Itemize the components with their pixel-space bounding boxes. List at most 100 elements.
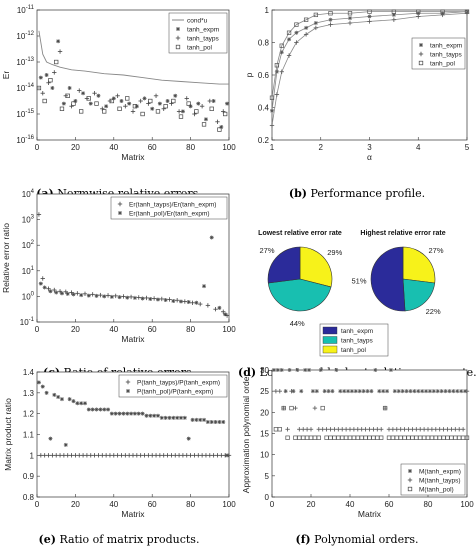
e-P(tanh_pol)/P(tanh_expm)-point-18	[106, 407, 111, 412]
b-tanh_pol-line	[271, 11, 467, 98]
f-M(tanh_expm)-point-30	[388, 368, 393, 372]
e-P(tanh_tayps)/P(tanh_expm)-point-32	[161, 453, 166, 458]
f-M(tanh_expm)-point-10-d2	[311, 389, 315, 393]
e-ytick-label-4: 1.2	[23, 410, 35, 419]
e-P(tanh_pol)/P(tanh_expm)-point-27	[140, 411, 145, 416]
a-ytick-label-3: 10-13	[16, 57, 34, 67]
e-P(tanh_pol)/P(tanh_expm)-point-6-d2	[60, 397, 64, 401]
a-tanh_expm-point-7	[81, 91, 86, 96]
f-M(tanh_expm)-point-35	[408, 389, 413, 394]
c-ytick-label-5: 104	[22, 189, 35, 199]
f-M(tanh_tayps)-point-37	[418, 427, 423, 432]
c-legend-marker-1	[118, 211, 122, 215]
c-Er(tanh_tayps)/Er(tanh_expm)-point-3	[52, 287, 57, 293]
c-Er(tanh_pol)/Er(tanh_expm)-point-9-d2	[94, 294, 99, 298]
b-ytick-label-4: 1	[265, 6, 270, 15]
c-Er(tanh_pol)/Er(tanh_expm)-point-10-d2	[102, 294, 106, 299]
a-tanh_pol-point-10	[102, 109, 107, 114]
b-tanh_tayps-point-6	[313, 25, 319, 31]
f-M(tanh_expm)-point-2-d2	[280, 368, 284, 372]
d-pie-0-slice-0	[267, 246, 301, 284]
f-M(tanh_expm)-point-9	[307, 368, 312, 372]
f-ylabel: Approximation polynomial order	[241, 374, 251, 494]
c-xtick-label-3: 60	[148, 325, 157, 334]
f-M(tanh_tayps)-point-6	[297, 427, 302, 432]
d-pie-title-0: Lowest relative error rate	[258, 230, 342, 237]
f-M(tanh_expm)-point-24	[365, 389, 370, 394]
f-M(tanh_expm)-point-11	[314, 389, 319, 394]
f-M(tanh_expm)-point-36-d2	[412, 389, 417, 393]
c-Er(tanh_pol)/Er(tanh_expm)-point-25-d2	[217, 306, 222, 310]
e-P(tanh_pol)/P(tanh_expm)-point-13	[86, 407, 91, 412]
f-M(tanh_expm)-point-22-d2	[358, 389, 362, 393]
f-M(tanh_tayps)-point-42	[437, 427, 442, 432]
b-ytick-label-2: 0.6	[258, 71, 270, 80]
a-tanh_pol-point-3	[54, 59, 59, 65]
a-ytick-exp-0: -16	[25, 135, 34, 141]
e-xtick-label-4: 80	[186, 500, 195, 509]
f-M(tanh_pol)-point-49	[464, 435, 470, 440]
b-tanh_tayps-point-2	[279, 69, 284, 74]
e-legend-marker-1	[126, 389, 130, 393]
e-P(tanh_pol)/P(tanh_expm)-point-16-d2	[98, 407, 103, 412]
f-legend-marker-0	[408, 469, 412, 473]
a-tanh_expm-point-18	[165, 99, 170, 103]
b-ytick-label-0: 0.2	[258, 136, 270, 145]
f-M(tanh_expm)-point-2	[279, 368, 284, 372]
c-xtick-label-0: 0	[35, 325, 40, 334]
e-P(tanh_pol)/P(tanh_expm)-point-43	[202, 417, 207, 422]
d-legend-swatch-0	[322, 326, 338, 335]
c-Er(tanh_pol)/Er(tanh_expm)-point-10	[102, 294, 107, 299]
a-tanh_expm-point-21-d2	[188, 104, 193, 108]
f-M(tanh_expm)-point-4	[287, 368, 292, 372]
e-P(tanh_pol)/P(tanh_expm)-point-15-d2	[94, 407, 99, 412]
e-P(tanh_pol)/P(tanh_expm)-point-28-d2	[144, 414, 149, 418]
a-tanh_expm-point-4-d2	[62, 101, 66, 106]
b-ytick-label-1: 0.4	[258, 104, 270, 113]
f-M(tanh_expm)-point-35-d2	[408, 389, 413, 393]
e-P(tanh_pol)/P(tanh_expm)-point-14	[90, 407, 95, 412]
c-Er(tanh_pol)/Er(tanh_expm)-point-26	[223, 312, 228, 317]
b-tanh_pol-point-8	[347, 11, 353, 16]
a-tanh_expm-point-7-d2	[81, 91, 85, 95]
f-M(tanh_tayps)-point-26	[375, 427, 380, 432]
a-tanh_pol-point-26	[223, 111, 228, 117]
e-legend-marker-1-d2	[126, 389, 130, 393]
e-P(tanh_pol)/P(tanh_expm)-point-30	[152, 413, 157, 418]
f-M(tanh_pol)-point-3	[285, 435, 290, 440]
e-P(tanh_pol)/P(tanh_expm)-point-24-d2	[129, 411, 133, 416]
a-xlabel: Matrix	[121, 152, 145, 162]
f-M(tanh_expm)-point-14	[326, 389, 331, 394]
f-M(tanh_tayps)-point-45	[449, 427, 454, 432]
e-P(tanh_pol)/P(tanh_expm)-point-6	[59, 397, 64, 402]
f-M(tanh_expm)-point-14-d2	[326, 389, 331, 393]
b-tanh_expm-point-4	[294, 30, 299, 35]
a-tanh_pol-point-8	[86, 96, 91, 101]
e-P(tanh_pol)/P(tanh_expm)-point-7	[63, 442, 68, 447]
b-tanh_expm-point-3-d2	[287, 37, 291, 41]
e-P(tanh_pol)/P(tanh_expm)-point-0	[36, 380, 41, 385]
a-tanh_expm-point-9	[96, 93, 101, 98]
f-M(tanh_tayps)-point-29	[386, 427, 392, 432]
e-P(tanh_pol)/P(tanh_expm)-point-30-d2	[152, 414, 156, 418]
e-P(tanh_tayps)/P(tanh_expm)-point-20	[115, 453, 120, 458]
f-M(tanh_expm)-point-8-d2	[303, 368, 307, 372]
e-P(tanh_pol)/P(tanh_expm)-point-46	[213, 420, 218, 424]
e-P(tanh_tayps)/P(tanh_expm)-point-13	[88, 453, 93, 458]
e-P(tanh_pol)/P(tanh_expm)-point-29	[148, 413, 153, 418]
e-xlabel: Matrix	[121, 509, 145, 519]
a-legend-marker-1-d2	[176, 27, 180, 31]
e-P(tanh_tayps)/P(tanh_expm)-point-17	[103, 453, 109, 458]
c-Er(tanh_pol)/Er(tanh_expm)-point-21	[186, 300, 191, 305]
b-xtick-label-0: 1	[270, 143, 275, 152]
chart-a: 0 20 40 60 80 10010-1610-1510-1410-1310-1210-…	[1, 5, 236, 162]
b-tanh_tayps-point-0	[269, 123, 275, 128]
c-legend-label-0: Er(tanh_tayps)/Er(tanh_expm)	[129, 202, 216, 209]
f-M(tanh_tayps)-point-31	[394, 427, 399, 432]
c-Er(tanh_tayps)/Er(tanh_expm)-point-0	[36, 212, 42, 217]
e-P(tanh_pol)/P(tanh_expm)-point-41-d2	[194, 418, 199, 422]
a-tanh_pol-point-17	[155, 109, 161, 114]
e-P(tanh_pol)/P(tanh_expm)-point-8	[67, 397, 72, 402]
c-Er(tanh_pol)/Er(tanh_expm)-point-2	[48, 289, 53, 294]
a-tanh_pol-point-21	[186, 101, 191, 106]
